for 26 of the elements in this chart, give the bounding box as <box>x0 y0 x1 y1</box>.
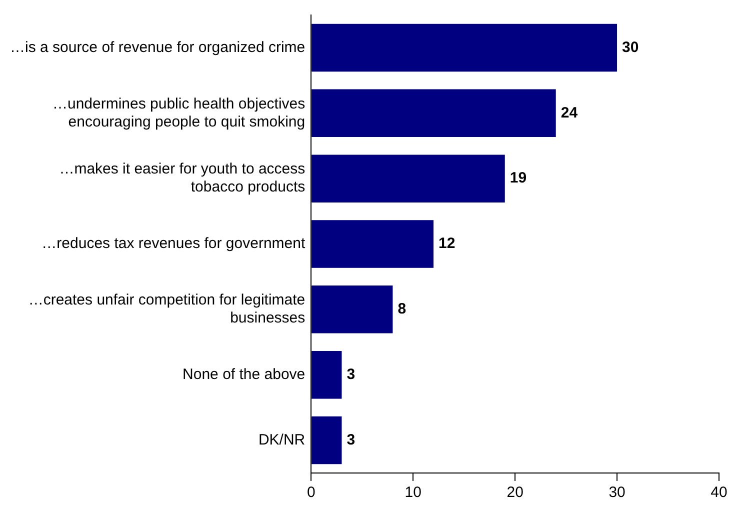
data-label: 3 <box>346 366 356 383</box>
y-tick-label: None of the above <box>182 366 306 383</box>
x-tick-label: 40 <box>710 484 728 502</box>
bar <box>312 416 342 464</box>
data-label: 30 <box>622 38 639 56</box>
x-tick-label: 10 <box>404 484 422 502</box>
x-tick-label: 20 <box>506 484 524 502</box>
bar <box>312 220 434 268</box>
bar <box>312 286 393 334</box>
x-tick-label: 0 <box>306 484 316 502</box>
data-label: 12 <box>438 235 456 252</box>
bar <box>312 24 618 72</box>
bar <box>312 154 505 202</box>
bar <box>312 350 342 399</box>
data-label: 24 <box>560 104 578 122</box>
y-tick-label: …reduces tax revenues for government <box>42 235 306 252</box>
y-tick-label: …creates unfair competition for legitimate businesses <box>28 292 306 327</box>
data-label: 8 <box>398 300 406 318</box>
y-tick-label: DK/NR <box>258 431 306 448</box>
y-tick-label: …is a source of revenue for organized crime <box>10 38 306 56</box>
y-tick-label: …undermines public health objectives encouraging people to quit smoking <box>52 95 306 130</box>
data-label: 3 <box>346 431 356 448</box>
data-label: 19 <box>510 170 527 187</box>
x-tick-label: 30 <box>608 484 626 502</box>
y-tick-label: …makes it easier for youth to access tobacco products <box>59 160 306 196</box>
bar <box>312 89 556 138</box>
